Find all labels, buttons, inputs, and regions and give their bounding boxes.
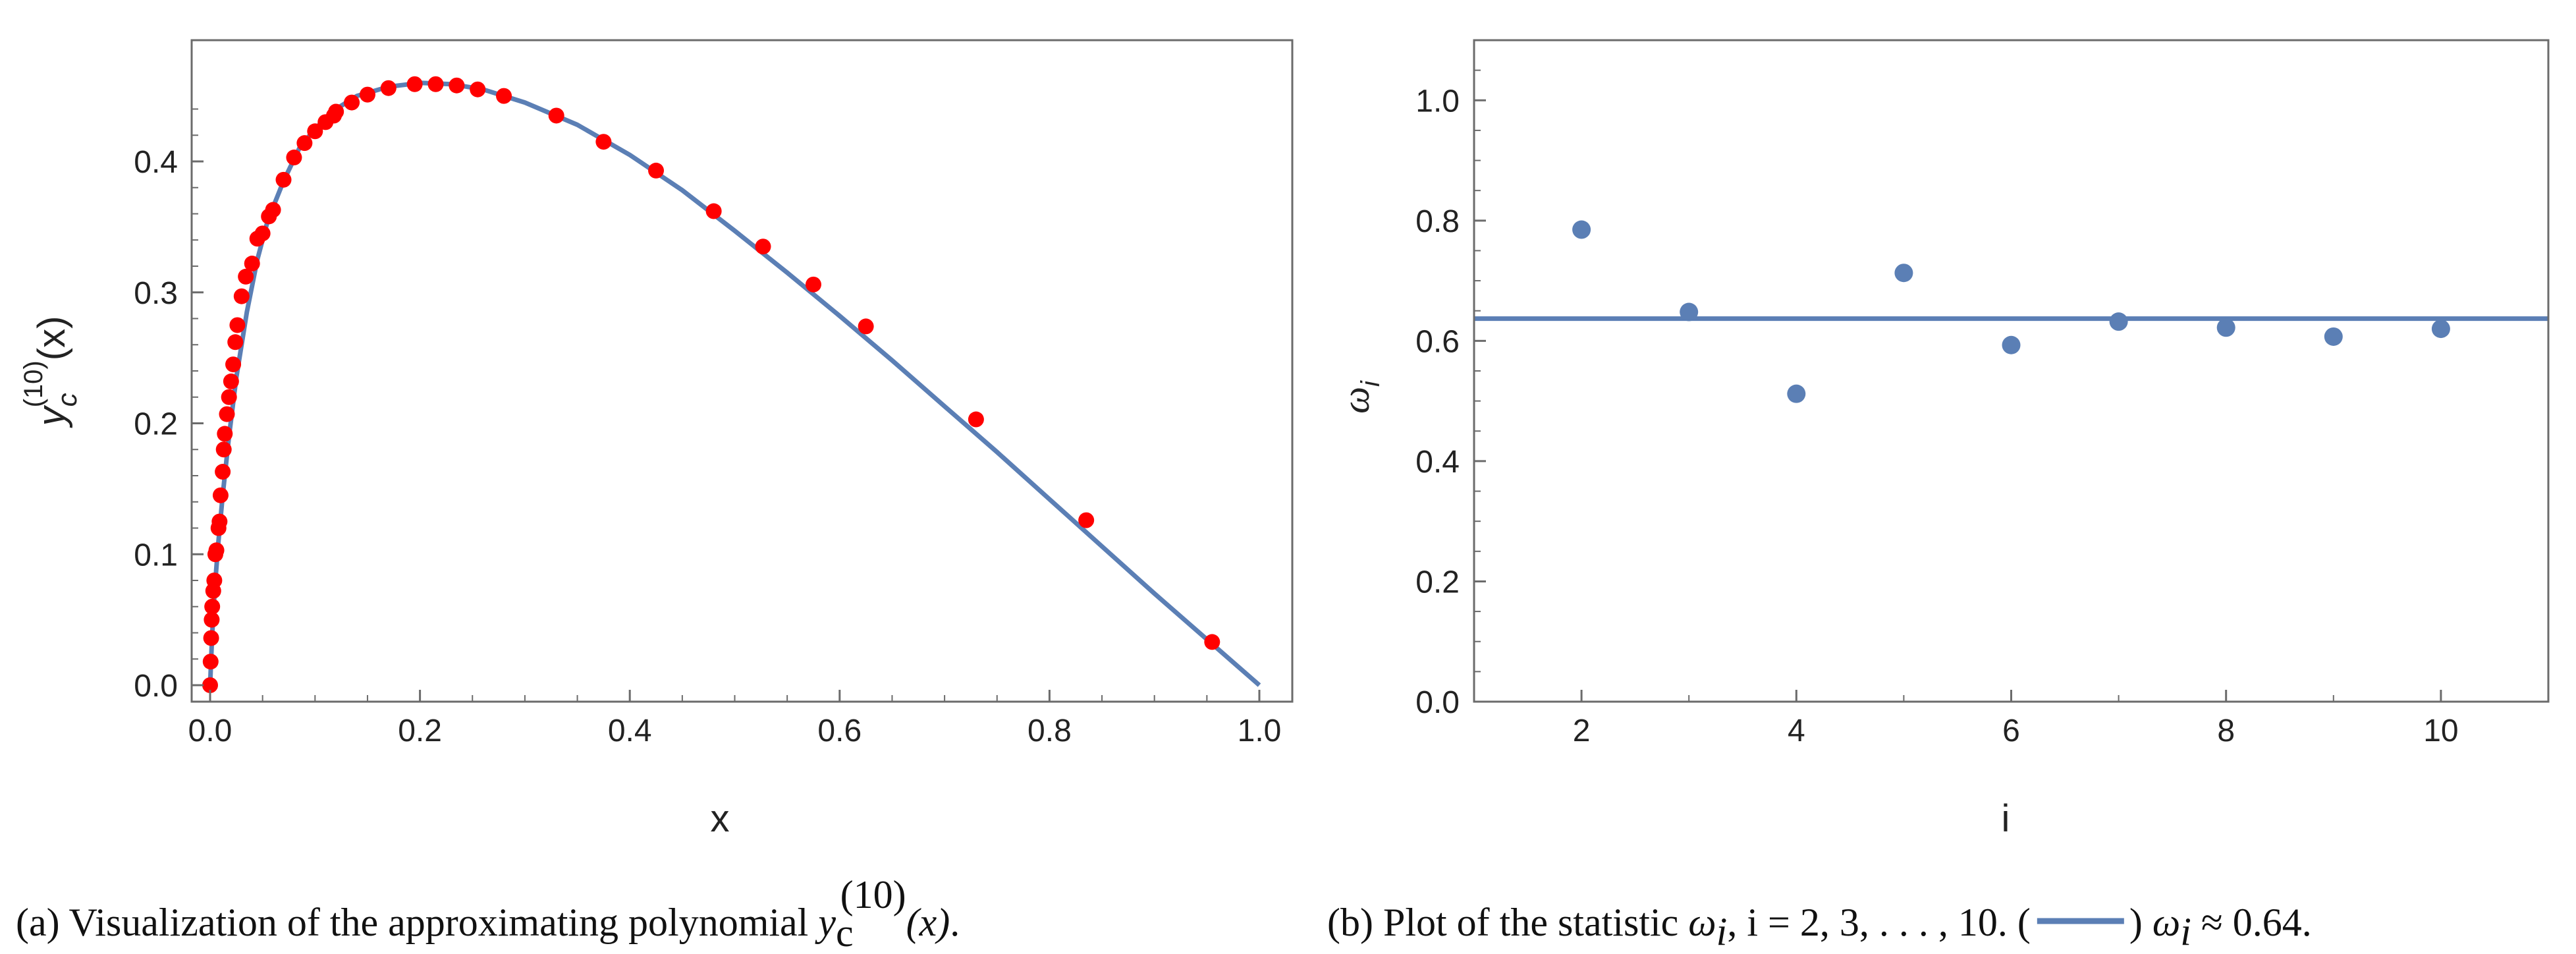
y-tick-label: 1.0 [1415, 84, 1460, 119]
data-point [427, 76, 444, 92]
data-point [2109, 312, 2128, 331]
data-point [968, 411, 984, 428]
data-point [204, 611, 220, 628]
data-point [219, 406, 235, 422]
x-tick-label: 0.0 [188, 714, 233, 748]
data-point [1680, 302, 1699, 322]
data-point [212, 487, 229, 503]
data-point [406, 76, 423, 92]
x-tick-label: 6 [2002, 714, 2020, 748]
data-point [254, 225, 271, 242]
y-tick-label: 0.0 [1415, 685, 1460, 720]
data-point [449, 77, 465, 94]
x-tick-label: 0.8 [1028, 714, 1072, 748]
panel-a-marks [202, 76, 1261, 693]
data-point [244, 256, 260, 272]
data-point [202, 654, 219, 670]
data-point [328, 103, 344, 120]
data-point [225, 356, 242, 373]
y-tick-label: 0.1 [134, 538, 178, 573]
data-point [496, 88, 512, 104]
panel-b-x-axis-label: i [2002, 797, 2010, 840]
data-point [202, 677, 218, 693]
data-point [1204, 634, 1220, 650]
data-point [208, 542, 225, 559]
panel-a-y-axis-label: yc(10)(x) [19, 316, 82, 429]
x-tick-label: 1.0 [1238, 714, 1282, 748]
svg-text:yc(10)(x): yc(10)(x) [19, 316, 82, 429]
data-point [805, 276, 821, 293]
x-tick-label: 2 [1573, 714, 1591, 748]
data-point [2431, 320, 2450, 339]
data-point [215, 464, 231, 480]
data-point [238, 268, 254, 285]
data-point [380, 80, 397, 96]
y-tick-label: 0.6 [1415, 324, 1460, 359]
data-point [211, 513, 228, 530]
y-tick-label: 0.4 [134, 145, 178, 180]
data-point [2002, 335, 2021, 354]
data-point [286, 150, 302, 166]
y-tick-label: 0.2 [1415, 565, 1460, 600]
x-tick-label: 10 [2423, 714, 2458, 748]
x-tick-label: 4 [1788, 714, 1805, 748]
x-tick-label: 0.2 [398, 714, 442, 748]
data-point [548, 107, 564, 124]
data-point [206, 573, 223, 588]
y-tick-label: 0.0 [134, 669, 178, 704]
data-point [1572, 220, 1591, 239]
y-tick-label: 0.3 [134, 276, 178, 311]
data-point [217, 426, 233, 442]
data-point [1894, 264, 1913, 283]
data-point [221, 389, 237, 405]
panel-b-marks [1474, 220, 2548, 403]
data-point [359, 86, 375, 103]
data-point [2324, 327, 2343, 346]
panel-a-ticks: 0.0 0.2 0.4 0.6 0.8 1.0 0.0 0.1 0.2 0.3 0.4 [134, 108, 1282, 748]
panel-b-ticks: 2 4 6 8 10 0.0 0.2 0.4 0.6 0.8 1.0 [1415, 69, 2549, 748]
data-point [275, 171, 292, 188]
data-point [755, 238, 771, 255]
data-point [1787, 384, 1806, 403]
panel-a: 0.0 0.2 0.4 0.6 0.8 1.0 0.0 0.1 0.2 0.3 0.4 x yc(1… [19, 39, 1294, 840]
panel-b-frame [1473, 39, 2550, 703]
x-tick-label: 0.4 [608, 714, 652, 748]
panel-b: 2 4 6 8 10 0.0 0.2 0.4 0.6 0.8 1.0 i ωi [1334, 39, 2550, 840]
x-tick-label: 0.6 [817, 714, 862, 748]
data-point [595, 134, 612, 150]
panel-b-y-axis-label: ωi [1334, 380, 1385, 414]
data-point [215, 441, 232, 458]
data-point [229, 317, 246, 333]
data-point [204, 598, 221, 615]
data-point [470, 81, 486, 98]
data-point [265, 202, 281, 218]
x-tick-label: 8 [2217, 714, 2235, 748]
data-point [1078, 512, 1095, 528]
caption-a: (a) Visualization of the approximating p… [16, 873, 960, 954]
data-point [233, 288, 250, 304]
y-tick-label: 0.4 [1415, 445, 1460, 480]
panel-a-frame [190, 39, 1294, 703]
data-point [858, 318, 874, 335]
data-point [296, 135, 313, 152]
y-tick-label: 0.8 [1415, 204, 1460, 239]
data-point [648, 162, 665, 179]
data-point [705, 203, 722, 219]
data-point [344, 94, 360, 111]
data-point [307, 123, 323, 140]
data-point [2216, 318, 2235, 337]
caption-b: (b) Plot of the statistic ωi, i = 2, 3, … [1327, 901, 2312, 953]
series-line-polynomial [207, 80, 1261, 687]
data-point [203, 630, 219, 646]
y-tick-label: 0.2 [134, 407, 178, 442]
panel-a-x-axis-label: x [711, 797, 730, 840]
data-point [227, 334, 244, 351]
data-point [223, 373, 239, 389]
svg-text:ωi: ωi [1334, 380, 1385, 414]
